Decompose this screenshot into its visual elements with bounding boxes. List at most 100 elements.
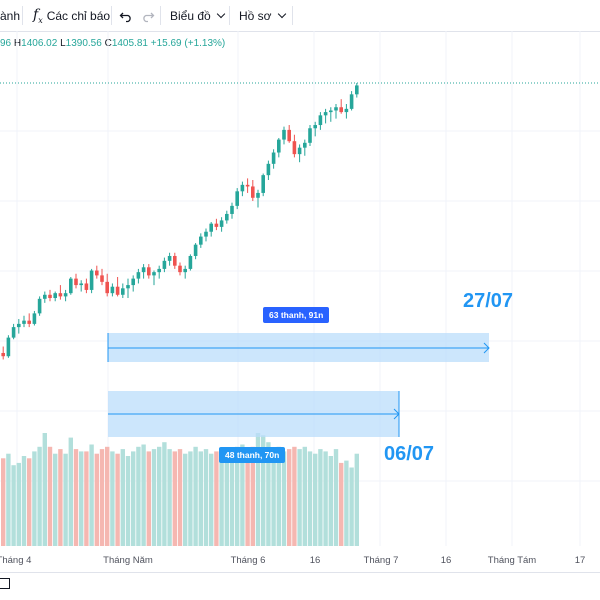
candle-body (355, 85, 359, 95)
toolbar-divider (111, 6, 112, 25)
x-tick-label: 17 (574, 555, 586, 566)
undo-button[interactable] (119, 0, 133, 31)
candle-body (89, 270, 94, 290)
volume-bar (21, 456, 27, 546)
toolbar-divider (160, 6, 161, 25)
profile-label: Hồ sơ (239, 8, 272, 23)
candle-body (235, 191, 239, 206)
indicators-button[interactable]: fx Các chỉ báo (33, 0, 110, 31)
volume-bar (58, 449, 63, 546)
volume-bar (99, 449, 105, 546)
volume-bar (250, 446, 255, 546)
candle-body (323, 112, 328, 116)
candle-body (173, 255, 177, 266)
close-value: 1405.81 (111, 38, 148, 49)
candle-body (79, 283, 83, 286)
date-annotation-1: 27/07 (463, 290, 514, 312)
volume-bar (105, 446, 110, 546)
price-chart[interactable] (0, 31, 600, 546)
volume-bar (167, 449, 172, 546)
volume-bar (183, 453, 188, 546)
candle-body (219, 220, 224, 227)
volume-bar (214, 451, 219, 546)
candle-body (147, 267, 151, 276)
volume-bar (157, 446, 162, 546)
volume-bar (354, 453, 359, 546)
volume-bar (281, 451, 287, 546)
measure-label-1[interactable]: 63 thanh, 91n (263, 307, 330, 323)
volume-bar (209, 453, 214, 546)
chart-type-menu[interactable]: Biểu đồ (170, 0, 225, 31)
candle-body (329, 110, 333, 113)
candle-body (84, 283, 89, 290)
toolbar-divider (292, 6, 293, 25)
volume-bar (141, 444, 146, 546)
volume-bar (68, 437, 73, 546)
candle-body (313, 125, 317, 129)
volume-bar (120, 449, 125, 546)
candle-body (100, 275, 104, 282)
profile-menu[interactable]: Hồ sơ (239, 0, 286, 31)
volume-bar (11, 465, 16, 546)
volume-bar (172, 451, 177, 546)
candle-body (303, 142, 307, 148)
volume-bar (339, 462, 344, 546)
volume-bar (307, 451, 313, 546)
candle-body (27, 320, 31, 324)
candles (1, 83, 359, 360)
candle-body (209, 223, 213, 232)
candle-body (334, 107, 338, 111)
candle-body (74, 278, 78, 286)
volume-bar (115, 453, 120, 546)
candle-body (188, 255, 193, 269)
candle-body (266, 163, 271, 176)
x-tick-label: Tháng 6 (230, 555, 266, 566)
volume-bar (245, 449, 250, 546)
candle-body (287, 129, 291, 142)
low-key: L (60, 38, 66, 49)
candle-body (53, 293, 57, 299)
volume-bar (125, 456, 131, 546)
candle-body (282, 129, 286, 140)
candle-body (167, 255, 172, 261)
toolbar-left-fragment[interactable]: ành (0, 8, 21, 23)
volume-bar (16, 462, 21, 546)
candle-body (105, 281, 109, 294)
volume-bar (235, 446, 240, 546)
volume-bar (287, 449, 292, 546)
candle-body (58, 293, 63, 297)
measure-label-2[interactable]: 48 thanh, 70n (219, 447, 286, 463)
candle-body (251, 186, 255, 198)
volume-bar (73, 449, 79, 546)
volume-bar (131, 451, 136, 546)
toolbar-divider (22, 6, 23, 25)
volume-bar (229, 453, 235, 546)
chevron-down-icon (216, 9, 225, 18)
candle-body (152, 272, 156, 276)
volume-bar (198, 451, 203, 546)
candle-body (199, 236, 203, 245)
candle-body (43, 294, 47, 299)
function-icon: fx (33, 6, 43, 25)
x-tick-label: Tháng Năm (103, 555, 153, 566)
candle-body (6, 337, 11, 357)
volume-bar (151, 449, 157, 546)
volume-bar (110, 451, 115, 546)
candle-body (126, 285, 130, 289)
candle-body (22, 320, 26, 324)
volume-bar (193, 446, 198, 546)
candle-body (214, 223, 219, 227)
volume-bar (219, 449, 224, 546)
redo-button[interactable] (141, 0, 155, 31)
candle-body (115, 286, 120, 295)
candle-body (193, 244, 198, 256)
date-annotation-2: 06/07 (384, 443, 435, 465)
calendar-icon[interactable] (0, 578, 10, 589)
candle-body (157, 268, 161, 273)
volume-bar (27, 458, 32, 546)
candle-body (261, 175, 265, 193)
candle-body (349, 94, 354, 109)
volume-bar (53, 453, 58, 546)
volume-bar (203, 449, 209, 546)
toolbar-divider (229, 6, 230, 25)
